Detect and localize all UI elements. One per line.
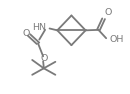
Text: OH: OH	[109, 35, 124, 44]
Text: HN: HN	[32, 23, 46, 32]
Text: O: O	[40, 54, 47, 63]
Text: O: O	[22, 29, 30, 38]
Text: O: O	[104, 8, 112, 17]
